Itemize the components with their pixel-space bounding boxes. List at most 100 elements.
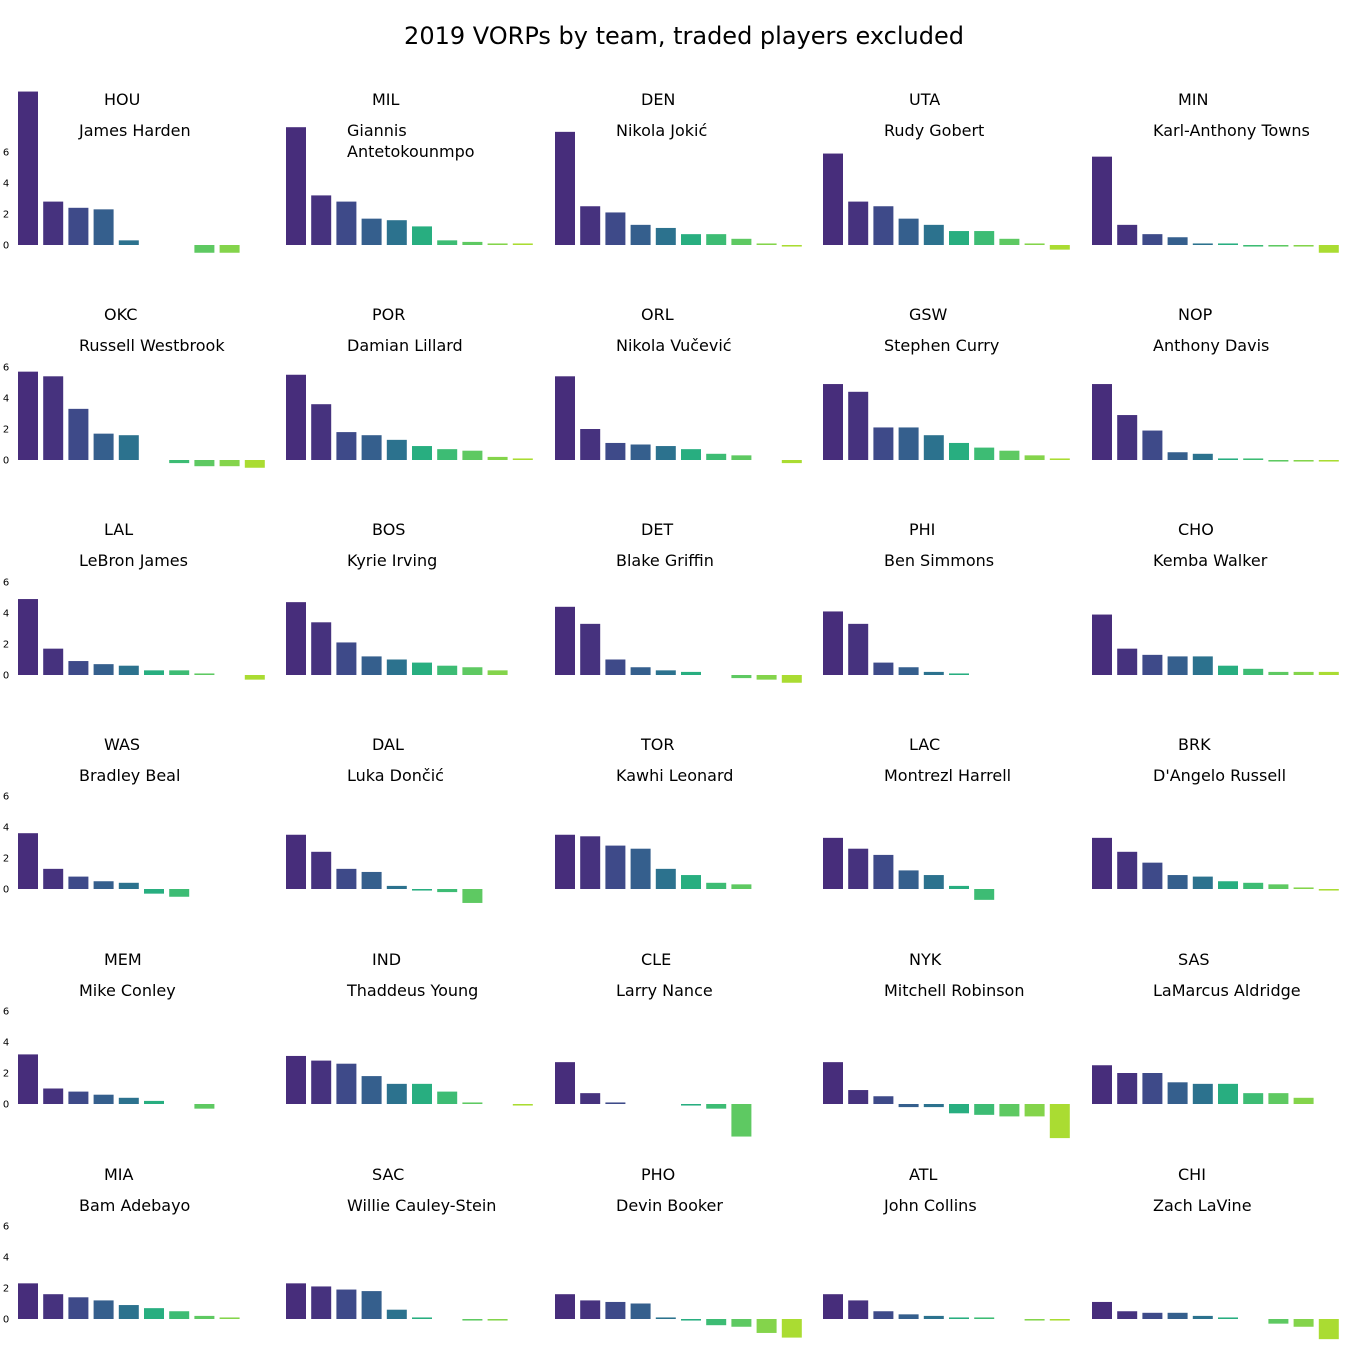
- player-label: Karl-Anthony Towns: [1153, 121, 1310, 140]
- bar: [118, 882, 139, 889]
- bar: [93, 1300, 114, 1319]
- bar: [848, 1300, 869, 1319]
- y-tick-label: 2: [3, 854, 9, 865]
- bar: [93, 1094, 114, 1104]
- y-tick-label: 4: [3, 179, 9, 190]
- bar: [873, 854, 894, 889]
- bar: [731, 1319, 752, 1327]
- team-label: SAC: [372, 1165, 404, 1184]
- bar: [1318, 889, 1339, 891]
- y-tick-label: 0: [3, 241, 9, 252]
- bar: [706, 453, 727, 460]
- bar: [781, 675, 802, 683]
- bar: [898, 870, 919, 889]
- bar: [974, 231, 995, 245]
- bar: [169, 670, 190, 675]
- bar: [873, 1096, 894, 1104]
- bar: [18, 599, 38, 675]
- bar: [118, 240, 139, 245]
- bar: [169, 889, 190, 897]
- bar: [219, 1317, 240, 1319]
- bar: [118, 1305, 139, 1319]
- bar: [731, 455, 752, 460]
- bar: [731, 238, 752, 245]
- bar: [43, 648, 64, 675]
- team-label: DEN: [641, 90, 675, 109]
- bar: [873, 206, 894, 245]
- bar: [18, 371, 38, 460]
- player-label: Kyrie Irving: [347, 551, 437, 570]
- bar: [999, 238, 1020, 245]
- bar: [848, 391, 869, 460]
- team-label: CHO: [1178, 520, 1214, 539]
- bar: [1117, 1073, 1138, 1104]
- bar: [1243, 668, 1264, 675]
- bar: [487, 670, 508, 675]
- bar: [43, 1294, 64, 1319]
- team-label: UTA: [909, 90, 940, 109]
- team-label: CHI: [1178, 1165, 1206, 1184]
- bar: [336, 1289, 357, 1319]
- bar: [756, 675, 777, 680]
- team-label: PHI: [909, 520, 935, 539]
- panel-den: DEN Nikola Jokić: [555, 90, 802, 247]
- bar: [43, 868, 64, 889]
- bar: [194, 460, 215, 467]
- bar: [823, 1294, 843, 1319]
- team-label: NOP: [1178, 305, 1213, 324]
- bar: [823, 611, 843, 675]
- bar: [898, 427, 919, 460]
- bar: [1167, 875, 1188, 889]
- bar: [18, 1283, 38, 1319]
- bar: [311, 1286, 332, 1319]
- bar: [823, 1062, 843, 1104]
- bar: [1218, 881, 1238, 889]
- bar: [1142, 862, 1163, 889]
- bar: [1268, 1319, 1289, 1324]
- player-label: D'Angelo Russell: [1153, 766, 1286, 785]
- bar: [1218, 458, 1238, 460]
- bar: [462, 450, 483, 460]
- bar: [286, 374, 306, 460]
- team-label: HOU: [104, 90, 140, 109]
- player-label: Luka Dončić: [347, 766, 444, 785]
- bar: [1293, 1319, 1314, 1327]
- bar: [781, 1319, 802, 1338]
- bar: [144, 1308, 164, 1319]
- bar: [336, 201, 357, 245]
- bar: [873, 1311, 894, 1319]
- bar: [555, 606, 575, 675]
- panel-brk: BRK D'Angelo Russell: [1092, 735, 1339, 891]
- bar: [437, 449, 458, 460]
- team-label: NYK: [909, 950, 942, 969]
- bar: [219, 460, 240, 467]
- bar: [1117, 1311, 1138, 1319]
- bar: [1117, 648, 1138, 675]
- bar: [336, 868, 357, 889]
- bar: [437, 665, 458, 675]
- bar: [898, 1314, 919, 1319]
- player-label: Zach LaVine: [1153, 1196, 1252, 1215]
- bar: [923, 875, 944, 889]
- panel-min: MIN Karl-Anthony Towns: [1092, 90, 1339, 253]
- y-tick-label: 0: [3, 671, 9, 682]
- bar: [580, 623, 601, 675]
- bar: [630, 444, 651, 460]
- bar: [1167, 452, 1188, 460]
- player-label: Blake Griffin: [616, 551, 714, 570]
- panel-ind: IND Thaddeus Young: [286, 950, 533, 1106]
- bar: [512, 243, 533, 245]
- bar: [1049, 1319, 1070, 1321]
- bar: [848, 623, 869, 675]
- team-label: ATL: [909, 1165, 937, 1184]
- bar: [848, 201, 869, 245]
- bar: [898, 667, 919, 675]
- bar: [1024, 1104, 1045, 1117]
- bar: [1092, 614, 1112, 675]
- player-label: Stephen Curry: [884, 336, 999, 355]
- bar: [605, 442, 626, 460]
- panel-mem: MEM Mike Conley 0 2 4 6: [3, 950, 215, 1111]
- bar: [681, 234, 701, 245]
- bar: [18, 91, 38, 245]
- bar: [386, 439, 407, 460]
